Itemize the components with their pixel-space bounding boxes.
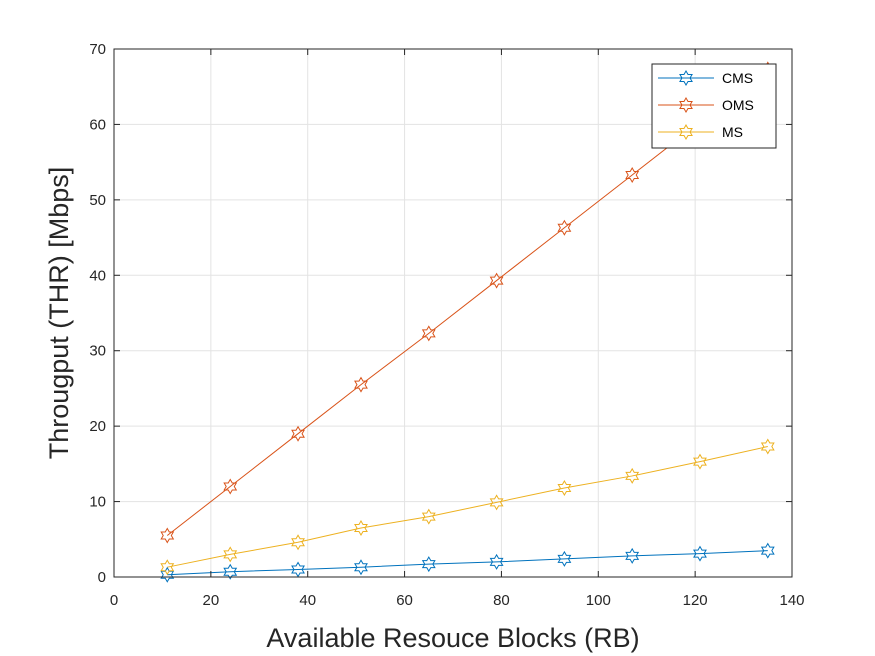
legend-box bbox=[651, 63, 777, 149]
x-tick-label: 40 bbox=[299, 592, 316, 609]
y-tick-label: 70 bbox=[89, 41, 106, 58]
data-point-cms bbox=[557, 550, 572, 567]
legend-label-ms: MS bbox=[722, 124, 743, 140]
legend-item-ms: MS bbox=[658, 123, 743, 141]
y-axis-title: Througput (THR) [Mbps] bbox=[44, 167, 74, 460]
x-tick-label: 80 bbox=[493, 592, 510, 609]
x-tick-label: 20 bbox=[203, 592, 220, 609]
data-point-oms bbox=[489, 272, 504, 289]
data-point-cms bbox=[693, 545, 707, 562]
data-point-oms bbox=[354, 376, 368, 393]
y-tick-label: 20 bbox=[89, 418, 106, 435]
legend-swatch-marker bbox=[679, 96, 693, 114]
axes-box bbox=[113, 48, 793, 578]
data-point-oms bbox=[421, 325, 436, 342]
y-tick-label: 10 bbox=[89, 494, 106, 511]
data-point-oms bbox=[223, 478, 238, 495]
data-point-ms bbox=[693, 453, 707, 470]
x-axis-title: Available Resouce Blocks (RB) bbox=[266, 623, 639, 653]
data-point-ms bbox=[160, 559, 175, 576]
data-point-oms bbox=[625, 166, 640, 183]
x-tick-label: 120 bbox=[683, 592, 708, 609]
x-tick-label: 0 bbox=[110, 592, 118, 609]
data-point-ms bbox=[489, 494, 504, 511]
data-point-cms bbox=[625, 547, 640, 564]
data-point-cms bbox=[291, 561, 305, 578]
data-point-ms bbox=[625, 467, 640, 484]
legend-label-cms: CMS bbox=[722, 70, 753, 86]
y-tick-label: 0 bbox=[98, 569, 106, 586]
series-line-oms bbox=[166, 68, 769, 536]
y-tick-label: 30 bbox=[89, 343, 106, 360]
series-line-ms bbox=[167, 446, 768, 568]
data-point-cms bbox=[489, 553, 504, 570]
legend-swatch-marker bbox=[679, 69, 693, 87]
data-point-oms bbox=[291, 425, 305, 442]
series-ms bbox=[160, 438, 775, 576]
data-point-cms bbox=[354, 559, 368, 576]
data-point-oms bbox=[557, 219, 572, 236]
data-point-ms bbox=[557, 479, 572, 496]
x-tick-label: 140 bbox=[779, 592, 804, 609]
data-point-ms bbox=[291, 534, 305, 551]
series-line-cms bbox=[167, 550, 768, 576]
data-point-cms bbox=[223, 563, 238, 580]
x-tick-label: 100 bbox=[586, 592, 611, 609]
axis-ticks: 0 20 40 60 80 100 120 140 0 10 20 30 40 50 60 70 bbox=[89, 41, 804, 609]
legend-item-cms: CMS bbox=[658, 69, 753, 87]
legend-item-oms: OMS bbox=[658, 96, 754, 114]
data-point-ms bbox=[421, 508, 436, 525]
x-tick-label: 60 bbox=[396, 592, 413, 609]
legend-label-oms: OMS bbox=[722, 97, 754, 113]
series-cms bbox=[160, 542, 775, 583]
data-point-cms bbox=[160, 566, 175, 583]
legend: CMS OMS MS bbox=[651, 63, 777, 149]
legend-swatch-marker bbox=[679, 123, 693, 141]
y-tick-label: 50 bbox=[89, 192, 106, 209]
data-point-ms bbox=[354, 519, 368, 536]
y-tick-label: 60 bbox=[89, 116, 106, 133]
data-point-ms bbox=[760, 438, 775, 455]
data-point-oms bbox=[160, 527, 175, 544]
y-tick-label: 40 bbox=[89, 267, 106, 284]
data-point-cms bbox=[760, 542, 775, 559]
data-point-cms bbox=[421, 556, 436, 573]
data-point-ms bbox=[223, 546, 238, 563]
